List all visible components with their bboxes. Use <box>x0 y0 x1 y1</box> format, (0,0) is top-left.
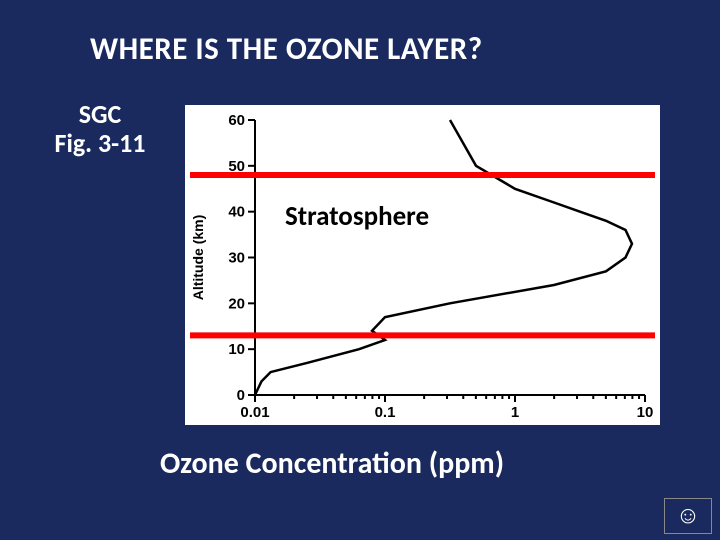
svg-text:10: 10 <box>228 341 245 358</box>
chart-svg: 01020304050600.010.1110Altitude (km) <box>185 105 660 425</box>
svg-text:0.01: 0.01 <box>240 404 269 421</box>
ozone-chart: 01020304050600.010.1110Altitude (km) <box>185 105 660 425</box>
smiley-icon: ☺ <box>664 498 712 534</box>
svg-text:Altitude (km): Altitude (km) <box>190 215 206 301</box>
svg-text:0: 0 <box>237 387 245 404</box>
svg-text:10: 10 <box>637 404 654 421</box>
stratosphere-label: Stratosphere <box>285 200 429 233</box>
x-axis-subtitle: Ozone Concentration (ppm) <box>160 445 504 482</box>
chart-bg <box>185 105 660 425</box>
svg-text:40: 40 <box>228 204 245 221</box>
svg-text:0.1: 0.1 <box>375 404 396 421</box>
figure-caption: SGCFig. 3-11 <box>40 100 160 157</box>
page-title: WHERE IS THE OZONE LAYER? <box>90 30 483 68</box>
svg-text:30: 30 <box>228 250 245 267</box>
svg-text:20: 20 <box>228 295 245 312</box>
svg-text:60: 60 <box>228 112 245 129</box>
svg-text:1: 1 <box>511 404 519 421</box>
